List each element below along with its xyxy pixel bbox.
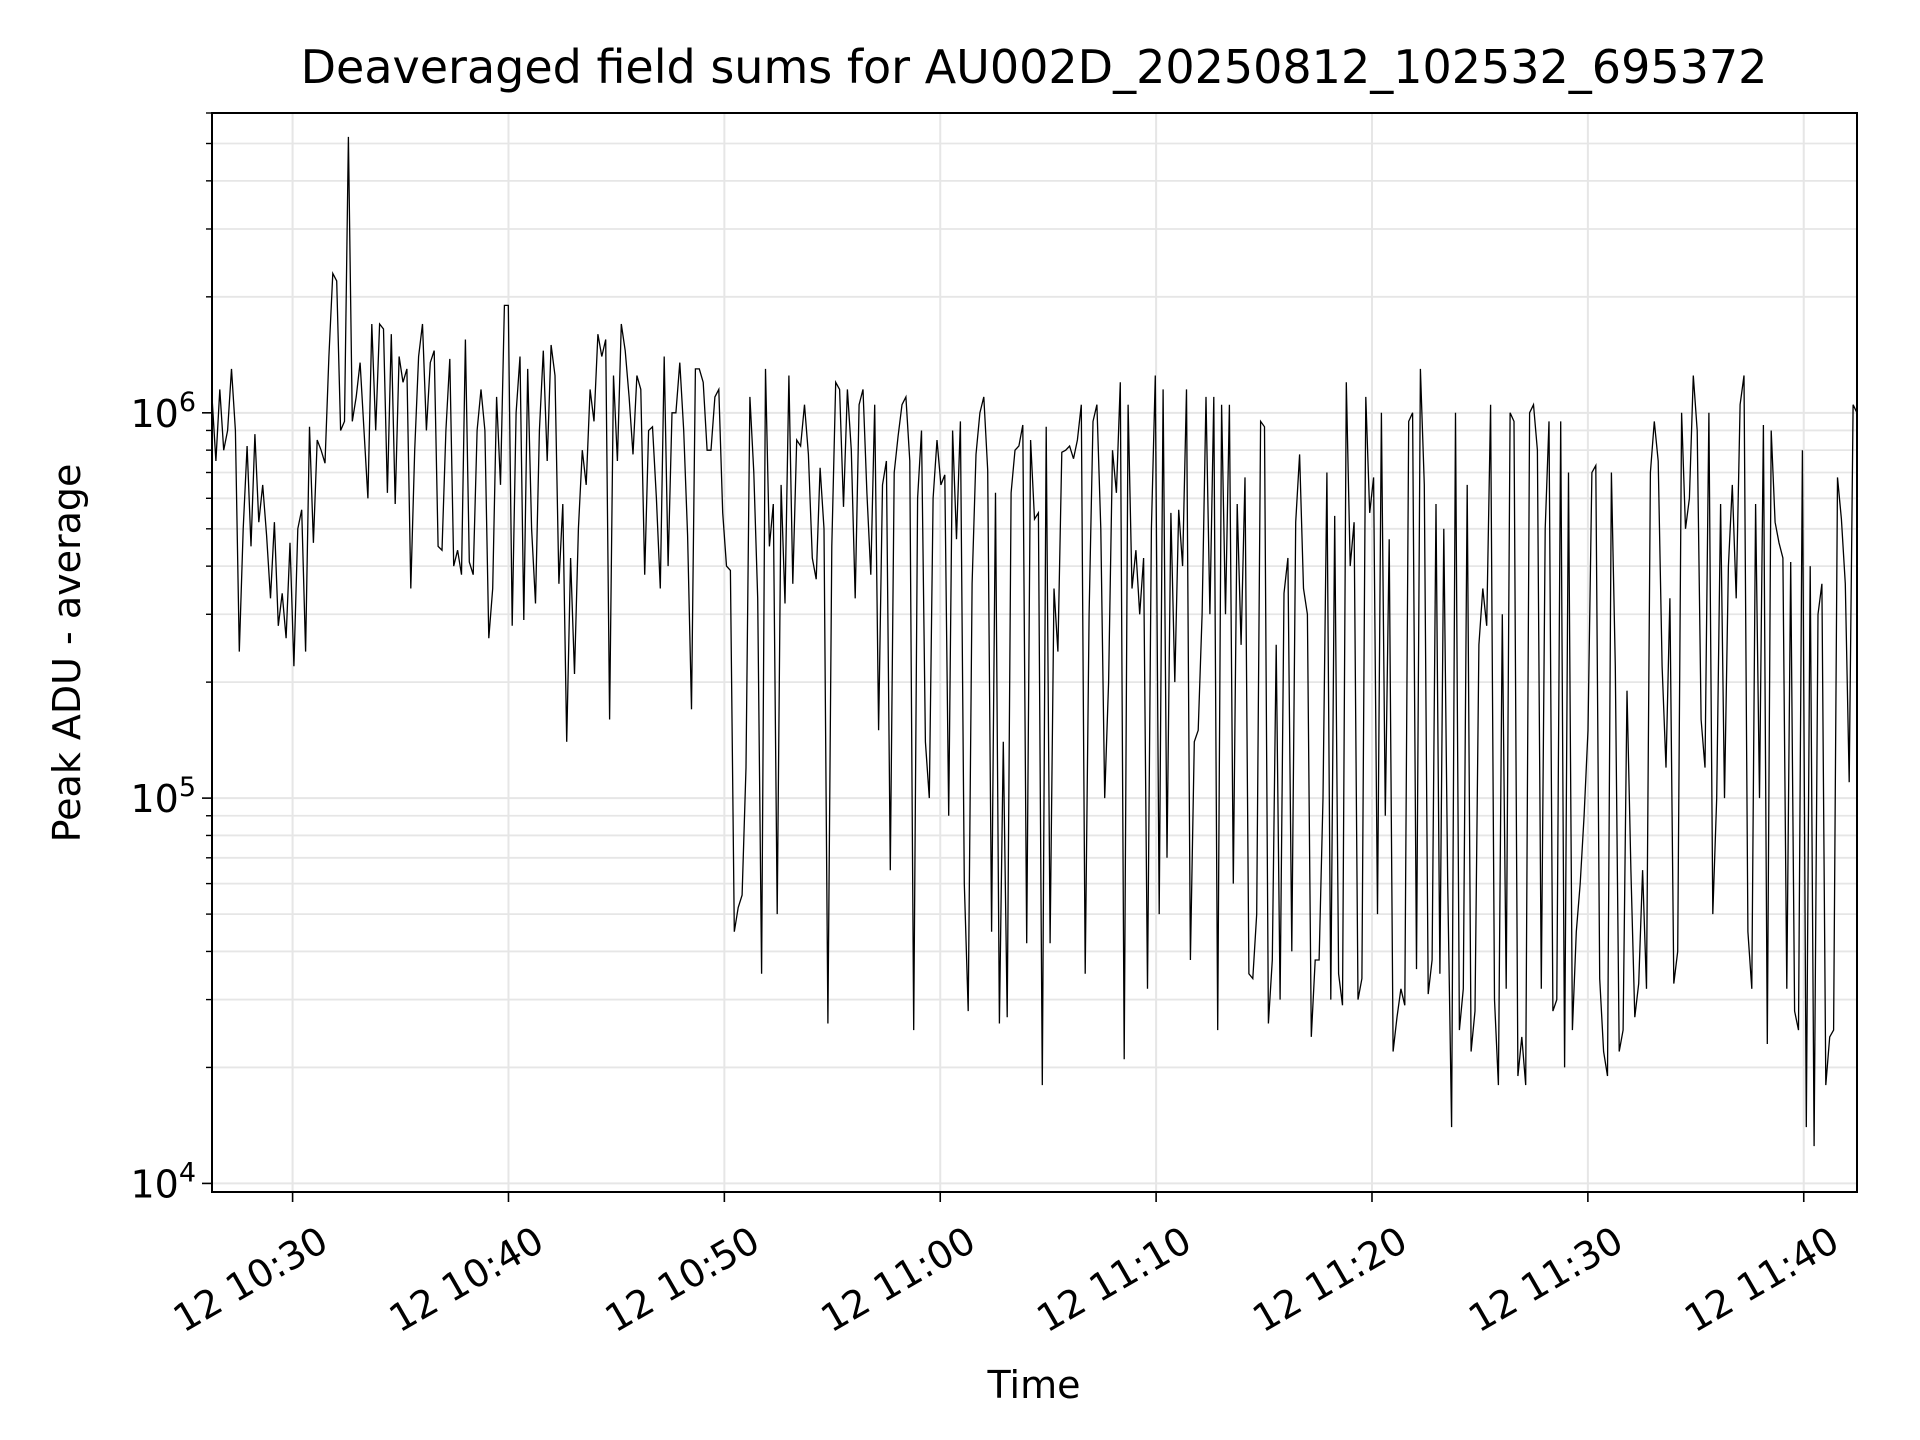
series-layer xyxy=(211,136,1858,1147)
plot-frame xyxy=(211,112,1858,1193)
chart-title: Deaveraged field sums for AU002D_2025081… xyxy=(301,40,1768,94)
y-tick-label: 106 xyxy=(130,387,196,436)
x-axis-label: Time xyxy=(987,1363,1081,1407)
y-tick-label: 105 xyxy=(130,772,196,821)
grid xyxy=(212,112,1857,1192)
y-tick-label: 104 xyxy=(130,1157,196,1206)
y-axis-label: Peak ADU - average xyxy=(45,464,89,843)
series-line xyxy=(211,136,1858,1147)
